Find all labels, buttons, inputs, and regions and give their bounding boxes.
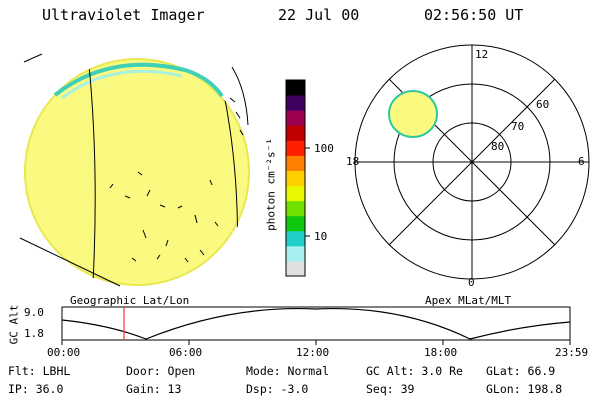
colorbar-segment — [286, 170, 305, 187]
mode-info: Mode: Normal — [246, 364, 330, 378]
colorbar-segment — [286, 155, 305, 171]
colorbar-segment — [286, 110, 305, 126]
mlat-label-60: 60 — [536, 98, 550, 111]
filter-info: Flt: LBHL — [8, 364, 71, 378]
mlat-label-80: 80 — [491, 140, 505, 153]
orbit-xtick-0600: 06:00 — [169, 346, 203, 359]
dayglow-limb — [53, 62, 224, 98]
gain-info: Gain: 13 — [126, 382, 182, 396]
latitude-line — [19, 237, 121, 287]
mlt-label-0: 0 — [468, 276, 475, 289]
auroral-emission-patch — [388, 90, 438, 138]
door-info: Door: Open — [126, 364, 196, 378]
colorbar-segment — [286, 125, 305, 141]
coastline — [23, 53, 43, 63]
orbit-xtick-2359: 23:59 — [555, 346, 589, 359]
meridian-line — [231, 66, 249, 126]
earth-disk — [24, 58, 250, 286]
orbit-xtick-1200: 12:00 — [296, 346, 330, 359]
orbit-ytick-1.8: 1.8 — [24, 327, 44, 340]
date-label: 22 Jul 00 — [278, 6, 360, 24]
glon-info: GLon: 198.8 — [486, 382, 563, 396]
mlt-label-18: 18 — [346, 155, 360, 168]
dsp-info: Dsp: -3.0 — [246, 382, 309, 396]
time-label: 02:56:50 UT — [424, 6, 524, 24]
coastline-fragments — [109, 97, 244, 263]
gc-alt-info: GC Alt: 3.0 Re — [366, 364, 463, 378]
colorbar-segment — [286, 200, 305, 217]
colorbar-segment — [286, 185, 305, 202]
dayglow-limb-inner — [61, 69, 183, 100]
geo-panel-label: Geographic Lat/Lon — [70, 294, 190, 307]
mlt-diagonal — [388, 78, 556, 246]
meridian-line — [87, 59, 96, 287]
colorbar-segment — [286, 140, 305, 156]
colorbar-tick-100: 100 — [314, 142, 334, 155]
orbit-xtick-0000: 00:00 — [47, 346, 81, 359]
seq-info: Seq: 39 — [366, 382, 415, 396]
colorbar-tick-10: 10 — [314, 230, 328, 243]
colorbar-segment — [286, 260, 305, 277]
colorbar-segment — [286, 95, 305, 111]
glat-info: GLat: 66.9 — [486, 364, 556, 378]
mlt-label-12: 12 — [475, 48, 489, 61]
ip-info: IP: 36.0 — [8, 382, 64, 396]
orbit-ytick-9: 9.0 — [24, 306, 44, 319]
polar-panel-label: Apex MLat/MLT — [425, 294, 512, 307]
colorbar-segment — [286, 215, 305, 232]
instrument-title: Ultraviolet Imager — [42, 6, 205, 24]
mlat-label-70: 70 — [511, 120, 525, 133]
colorbar-segment — [286, 230, 305, 247]
colorbar-segment — [286, 245, 305, 262]
orbit-xtick-1800: 18:00 — [424, 346, 458, 359]
altitude-curve — [61, 308, 571, 340]
colorbar-segment — [286, 80, 305, 96]
mlt-label-6: 6 — [578, 155, 585, 168]
orbit-plot-frame — [61, 306, 571, 341]
orbit-ylabel: GC Alt — [7, 304, 21, 345]
